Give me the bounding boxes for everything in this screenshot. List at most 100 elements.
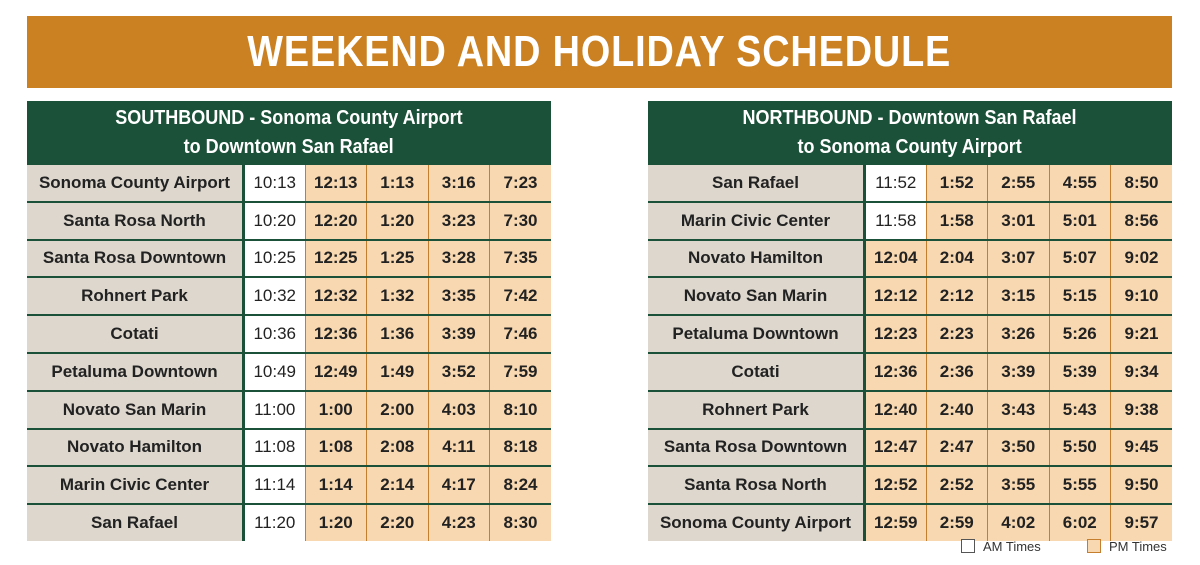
stop-name: San Rafael: [648, 165, 866, 203]
stop-name: Petaluma Downtown: [27, 352, 245, 392]
pm-time-cell: 2:12: [925, 277, 988, 317]
pm-time-cell: 9:38: [1110, 390, 1172, 430]
schedule-row: Novato Hamilton 11:08 1:08 2:08 4:11 8:18: [27, 428, 551, 468]
pm-time-cell: 8:24: [489, 466, 551, 506]
schedule-row: Sonoma County Airport 10:13 12:13 1:13 3:16 7…: [27, 165, 551, 203]
pm-time-cell: 5:07: [1048, 239, 1111, 279]
pm-time-cell: 1:36: [366, 315, 428, 354]
schedule-row: San Rafael 11:20 1:20 2:20 4:23 8:30: [27, 504, 551, 541]
pm-time-cell: 8:10: [489, 390, 551, 430]
pm-swatch: [1087, 539, 1101, 553]
pm-time-cell: 12:04: [864, 239, 926, 279]
pm-time-cell: 2:23: [925, 315, 988, 354]
pm-time-cell: 1:14: [304, 466, 367, 506]
pm-time-cell: 7:35: [489, 239, 551, 279]
pm-time-cell: 9:57: [1110, 504, 1172, 541]
schedule-row: Marin Civic Center 11:58 1:58 3:01 5:01 8:56: [648, 201, 1172, 241]
am-swatch: [961, 539, 975, 553]
pm-time-cell: 9:50: [1110, 466, 1172, 506]
pm-time-cell: 1:13: [366, 165, 428, 203]
pm-time-cell: 2:55: [987, 165, 1049, 203]
stop-name: Cotati: [648, 352, 866, 392]
stop-name: Marin Civic Center: [648, 201, 866, 241]
southbound-title-line2: to Downtown San Rafael: [183, 136, 395, 158]
stop-name: Rohnert Park: [648, 390, 866, 430]
pm-time-cell: 4:03: [427, 390, 490, 430]
pm-time-cell: 4:55: [1048, 165, 1111, 203]
schedule-row: San Rafael 11:52 1:52 2:55 4:55 8:50: [648, 165, 1172, 203]
stop-name: Sonoma County Airport: [648, 504, 866, 541]
legend-am: AM Times: [961, 537, 1041, 555]
stop-name: Santa Rosa North: [648, 466, 866, 506]
pm-time-cell: 4:17: [427, 466, 490, 506]
schedule-banner: WEEKEND AND HOLIDAY SCHEDULE: [27, 16, 1172, 88]
pm-time-cell: 3:43: [987, 390, 1049, 430]
southbound-header: SOUTHBOUND - Sonoma County Airport to Do…: [27, 101, 551, 165]
schedule-title: WEEKEND AND HOLIDAY SCHEDULE: [247, 27, 952, 76]
am-time-cell: 11:52: [864, 165, 926, 203]
pm-time-cell: 9:45: [1110, 428, 1172, 468]
northbound-title-line1: NORTHBOUND - Downtown San Rafael: [742, 107, 1078, 129]
stop-name: Petaluma Downtown: [648, 315, 866, 354]
pm-time-cell: 3:52: [427, 352, 490, 392]
stop-name: Santa Rosa North: [27, 201, 245, 241]
pm-time-cell: 1:25: [366, 239, 428, 279]
pm-time-cell: 12:52: [864, 466, 926, 506]
pm-time-cell: 4:02: [987, 504, 1049, 541]
pm-time-cell: 4:11: [427, 428, 490, 468]
schedule-row: Marin Civic Center 11:14 1:14 2:14 4:17 8:24: [27, 466, 551, 506]
pm-time-cell: 12:59: [864, 504, 926, 541]
schedule-row: Santa Rosa North 12:52 2:52 3:55 5:55 9:50: [648, 466, 1172, 506]
am-time-cell: 10:13: [243, 165, 305, 203]
pm-time-cell: 12:36: [304, 315, 367, 354]
pm-time-cell: 7:30: [489, 201, 551, 241]
pm-time-cell: 7:59: [489, 352, 551, 392]
am-time-cell: 11:58: [864, 201, 926, 241]
pm-time-cell: 2:20: [366, 504, 428, 541]
pm-time-cell: 9:21: [1110, 315, 1172, 354]
pm-time-cell: 2:00: [366, 390, 428, 430]
pm-time-cell: 2:59: [925, 504, 988, 541]
stop-name: Marin Civic Center: [27, 466, 245, 506]
schedule-row: Petaluma Downtown 10:49 12:49 1:49 3:52 7:59: [27, 352, 551, 392]
pm-time-cell: 2:40: [925, 390, 988, 430]
pm-time-cell: 8:56: [1110, 201, 1172, 241]
pm-time-cell: 2:52: [925, 466, 988, 506]
pm-time-cell: 1:58: [925, 201, 988, 241]
stop-name: Sonoma County Airport: [27, 165, 245, 203]
pm-time-cell: 12:13: [304, 165, 367, 203]
pm-time-cell: 8:30: [489, 504, 551, 541]
pm-time-cell: 5:43: [1048, 390, 1111, 430]
pm-time-cell: 3:55: [987, 466, 1049, 506]
pm-time-cell: 7:46: [489, 315, 551, 354]
pm-time-cell: 1:20: [304, 504, 367, 541]
southbound-table: Sonoma County Airport 10:13 12:13 1:13 3:16 7…: [27, 165, 551, 541]
pm-time-cell: 4:23: [427, 504, 490, 541]
am-time-cell: 11:08: [243, 428, 305, 468]
pm-time-cell: 3:39: [987, 352, 1049, 392]
stop-name: Santa Rosa Downtown: [648, 428, 866, 468]
stop-name: Novato San Marin: [648, 277, 866, 317]
pm-time-cell: 9:10: [1110, 277, 1172, 317]
pm-time-cell: 1:00: [304, 390, 367, 430]
am-time-cell: 10:25: [243, 239, 305, 279]
pm-time-cell: 3:26: [987, 315, 1049, 354]
northbound-table: San Rafael 11:52 1:52 2:55 4:55 8:50 Marin Civ…: [648, 165, 1172, 541]
pm-time-cell: 2:08: [366, 428, 428, 468]
pm-time-cell: 5:39: [1048, 352, 1111, 392]
northbound-panel: NORTHBOUND - Downtown San Rafael to Sono…: [648, 101, 1172, 541]
pm-time-cell: 12:12: [864, 277, 926, 317]
pm-time-cell: 2:47: [925, 428, 988, 468]
pm-time-cell: 12:49: [304, 352, 367, 392]
legend-am-label: AM Times: [983, 538, 1041, 554]
stop-name: San Rafael: [27, 504, 245, 541]
pm-time-cell: 12:25: [304, 239, 367, 279]
schedule-row: Novato San Marin 11:00 1:00 2:00 4:03 8:10: [27, 390, 551, 430]
pm-time-cell: 2:36: [925, 352, 988, 392]
schedule-row: Sonoma County Airport 12:59 2:59 4:02 6:02 9:…: [648, 504, 1172, 541]
pm-time-cell: 5:15: [1048, 277, 1111, 317]
am-time-cell: 10:36: [243, 315, 305, 354]
pm-time-cell: 1:49: [366, 352, 428, 392]
am-time-cell: 10:20: [243, 201, 305, 241]
southbound-panel: SOUTHBOUND - Sonoma County Airport to Do…: [27, 101, 551, 541]
